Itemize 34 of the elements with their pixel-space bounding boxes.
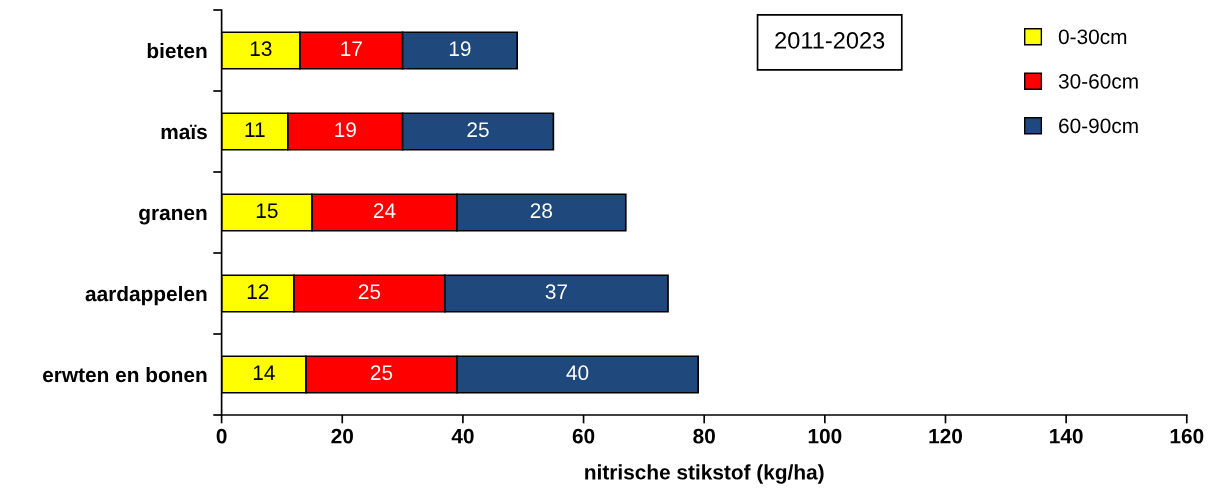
- x-axis-title: nitrische stikstof (kg/ha): [585, 464, 824, 484]
- y-tick-label: granen: [139, 208, 207, 225]
- x-tick-label: 160: [1170, 428, 1204, 444]
- legend-label: 30-60cm: [1058, 73, 1138, 89]
- data-label: 14: [253, 365, 275, 380]
- data-label: 12: [247, 284, 269, 299]
- x-tick-label: 20: [331, 428, 353, 444]
- x-tick-label: 0: [216, 428, 227, 444]
- y-tick-label: maïs: [161, 124, 207, 140]
- x-tick-label: 40: [451, 428, 474, 444]
- x-tick-label: 100: [808, 428, 842, 444]
- data-label: 17: [341, 41, 362, 56]
- data-label: 24: [373, 203, 396, 218]
- data-label: 37: [545, 284, 567, 300]
- legend-label: 0-30cm: [1058, 29, 1127, 45]
- data-label: 25: [467, 122, 489, 138]
- data-label: 19: [449, 41, 471, 57]
- x-tick-label: 140: [1050, 428, 1083, 444]
- data-label: 11: [245, 122, 265, 137]
- x-tick-label: 120: [929, 428, 963, 444]
- data-label: 40: [566, 365, 589, 381]
- x-tick-label: 60: [572, 428, 595, 444]
- annotation: 2011-2023: [775, 32, 885, 49]
- data-label: 19: [335, 122, 356, 138]
- x-tick-label: 80: [693, 428, 715, 444]
- data-label: 25: [370, 365, 393, 381]
- data-label: 25: [358, 284, 381, 300]
- y-tick-label: aardappelen: [85, 285, 207, 306]
- data-label: 15: [256, 203, 278, 219]
- y-tick-label: erwten en bonen: [43, 366, 207, 383]
- y-tick-label: bieten: [147, 42, 207, 59]
- data-label: 28: [530, 203, 553, 219]
- legend-label: 60-90cm: [1059, 118, 1138, 134]
- data-label: 13: [250, 41, 272, 57]
